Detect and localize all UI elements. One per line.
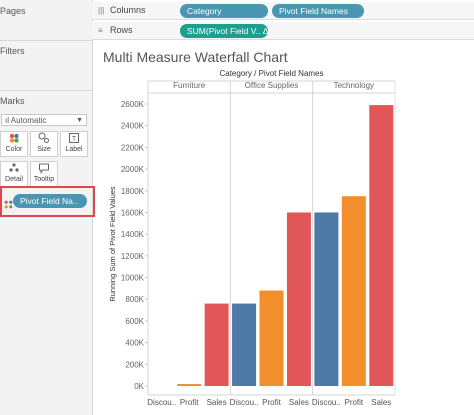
tooltip-button-label: Tooltip: [33, 176, 55, 183]
pages-card: Pages: [0, 0, 92, 41]
mark-type-value: Automatic: [10, 116, 47, 125]
rows-shelf-label: Rows: [110, 25, 133, 35]
marks-card: Marks: [0, 90, 92, 415]
filters-card-title: Filters: [0, 46, 25, 56]
columns-pill-pivot-field-names[interactable]: Pivot Field Names: [272, 4, 364, 18]
columns-pill-category[interactable]: Category: [180, 4, 268, 18]
label-icon: T: [61, 132, 87, 146]
color-button[interactable]: Color: [0, 131, 28, 157]
filters-card[interactable]: Filters: [0, 40, 92, 91]
detail-button-label: Detail: [5, 176, 23, 183]
rows-shelf: ≡ Rows: [92, 22, 474, 40]
tooltip-icon: [31, 162, 57, 176]
color-icon: [1, 132, 27, 146]
tooltip-button[interactable]: Tooltip: [30, 161, 58, 187]
color-button-label: Color: [5, 146, 23, 153]
size-button[interactable]: Size: [30, 131, 58, 157]
pages-card-title: Pages: [0, 6, 26, 16]
label-button-label: Label: [65, 146, 83, 153]
mark-pill-pivot-field-names[interactable]: Pivot Field Na..: [13, 194, 87, 208]
size-button-label: Size: [37, 146, 51, 153]
columns-icon: |||: [98, 6, 105, 15]
chevron-down-icon: ▼: [76, 117, 83, 124]
detail-button[interactable]: Detail: [0, 161, 28, 187]
size-icon: [31, 132, 57, 146]
chart-area: [96, 42, 474, 415]
mark-pill-highlight: [0, 186, 95, 217]
columns-shelf-label: Columns: [110, 5, 146, 15]
label-button[interactable]: T Label: [60, 131, 88, 157]
marks-card-title: Marks: [0, 96, 25, 106]
detail-icon: [1, 162, 27, 176]
color-dots-icon: [4, 196, 13, 214]
rows-icon: ≡: [98, 26, 103, 35]
rows-pill-sum-pivot-field-values[interactable]: SUM(Pivot Field V.. Δ: [180, 24, 268, 38]
svg-text:T: T: [72, 136, 77, 143]
bar-chart-icon: ıl: [5, 116, 11, 125]
mark-type-dropdown[interactable]: ıl Automatic ▼: [1, 114, 87, 126]
chart-title: Multi Measure Waterfall Chart: [103, 49, 288, 65]
